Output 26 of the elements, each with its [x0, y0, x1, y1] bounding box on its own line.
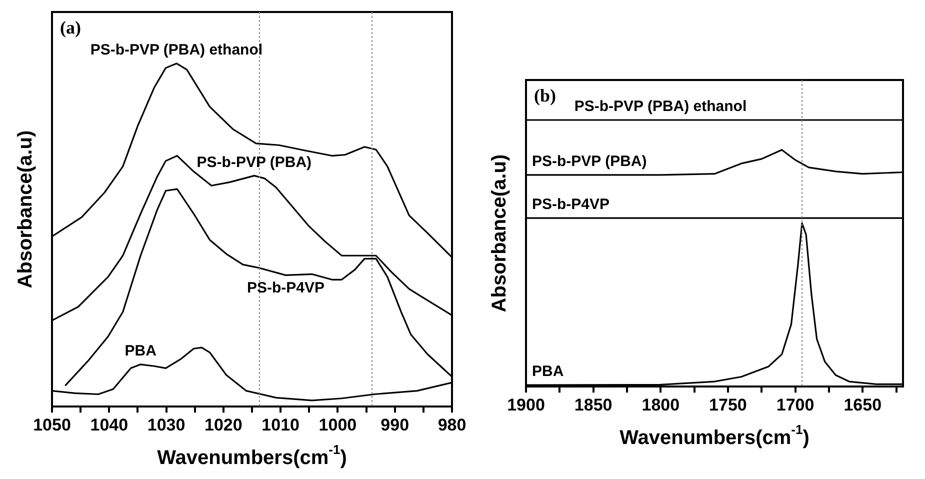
series-label: PS-b-P4VP — [246, 279, 324, 296]
y-axis-title: Absorbance(a.u) — [488, 154, 511, 312]
x-tick-label: 1000 — [318, 415, 357, 434]
x-tick-label: 1850 — [574, 395, 612, 414]
chart-title: (a) — [60, 18, 81, 38]
x-tick-label: 1050 — [33, 415, 71, 434]
series-label: PS-b-PVP (PBA) — [196, 154, 312, 171]
series-label: PBA — [124, 342, 157, 360]
x-tick-label: 1040 — [90, 415, 128, 434]
series-label: PBA — [532, 363, 564, 380]
x-tick-label: 1020 — [204, 415, 242, 434]
series-label: PS-b-PVP (PBA) ethanol — [574, 98, 747, 116]
y-axis-title: Absorbance(a.u) — [14, 130, 37, 288]
x-tick-label: 1750 — [709, 395, 747, 414]
x-tick-label: 990 — [380, 415, 410, 434]
x-tick-label: 1650 — [844, 395, 882, 414]
series-label: PS-b-PVP (PBA) ethanol — [90, 42, 263, 59]
x-tick-label: 1900 — [507, 395, 545, 414]
chart-title: (b) — [534, 86, 556, 106]
x-tick-label: 1010 — [262, 415, 300, 434]
x-tick-label: 1030 — [147, 415, 186, 434]
x-tick-label: 1800 — [642, 395, 680, 414]
series-label: PS-b-PVP (PBA) — [532, 153, 647, 170]
series-label: PS-b-P4VP — [532, 196, 610, 214]
x-tick-label: 1700 — [776, 395, 814, 414]
x-tick-label: 980 — [438, 415, 466, 434]
